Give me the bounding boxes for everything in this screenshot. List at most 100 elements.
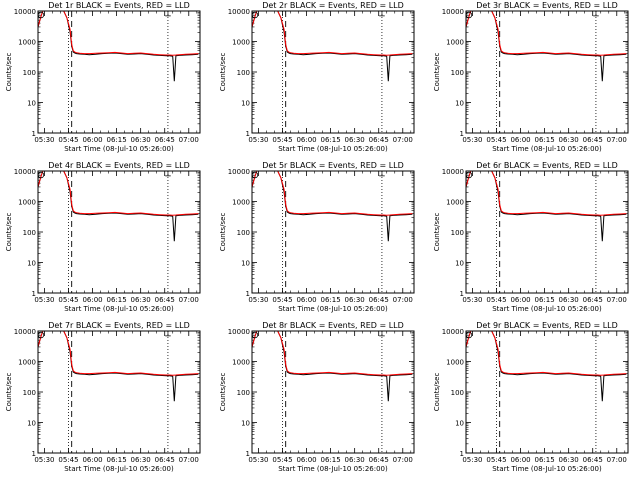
xtick-label: 06:00 xyxy=(82,456,102,464)
xtick-label: 06:45 xyxy=(155,136,175,144)
xtick-label: 07:00 xyxy=(393,136,413,144)
end-marker-glyph: ┴ xyxy=(378,170,385,182)
data-series xyxy=(466,11,627,82)
lld-series-line xyxy=(466,331,627,376)
ytick-label: 1 xyxy=(32,450,36,458)
panel-5: Det 5r BLACK = Events, RED = LLD 1 10 100 10… xyxy=(219,161,415,313)
lld-series-line xyxy=(38,171,199,216)
ytick-label: 10 xyxy=(241,420,250,428)
xtick-label: 07:00 xyxy=(393,456,413,464)
xtick-label: 06:30 xyxy=(345,136,365,144)
ytick-label: 10 xyxy=(27,260,36,268)
y-axis-label: Counts/sec xyxy=(219,53,227,92)
events-series-line xyxy=(38,11,199,82)
xtick-label: 06:15 xyxy=(321,296,341,304)
xtick-label: 06:00 xyxy=(510,136,530,144)
data-series xyxy=(252,331,413,402)
xtick-label: 07:00 xyxy=(179,456,199,464)
xtick-label: 06:45 xyxy=(369,136,389,144)
ytick-label: 10000 xyxy=(14,8,36,16)
xtick-label: 06:30 xyxy=(345,296,365,304)
ytick-label: 10 xyxy=(241,260,250,268)
xtick-label: 06:00 xyxy=(296,456,316,464)
xtick-label: 06:15 xyxy=(535,296,555,304)
xtick-label: 06:00 xyxy=(510,456,530,464)
xtick-label: 05:30 xyxy=(248,296,268,304)
ytick-label: 1 xyxy=(32,290,36,298)
end-marker-glyph: ┴ xyxy=(164,170,171,182)
data-series xyxy=(38,11,199,82)
xtick-label: 05:30 xyxy=(248,456,268,464)
xtick-label: 05:45 xyxy=(486,456,506,464)
lld-series-line xyxy=(252,171,413,216)
ytick-label: 1 xyxy=(32,130,36,138)
xtick-label: 05:45 xyxy=(272,136,292,144)
ytick-label: 1000 xyxy=(232,199,250,207)
x-axis-label: Start Time (08-Jul-10 05:26:00) xyxy=(278,305,388,313)
xtick-label: 06:00 xyxy=(296,136,316,144)
events-series-line xyxy=(38,331,199,402)
ytick-label: 10000 xyxy=(442,8,464,16)
y-axis-label: Counts/sec xyxy=(5,213,13,252)
xtick-label: 06:30 xyxy=(345,456,365,464)
ytick-label: 10000 xyxy=(442,168,464,176)
plot-frame xyxy=(37,330,201,454)
panel-title: Det 3r BLACK = Events, RED = LLD xyxy=(476,1,618,10)
xtick-label: 05:30 xyxy=(462,136,482,144)
xtick-label: 06:30 xyxy=(559,136,579,144)
x-axis-label: Start Time (08-Jul-10 05:26:00) xyxy=(64,145,174,153)
ytick-label: 1 xyxy=(246,130,250,138)
xtick-label: 06:45 xyxy=(583,456,603,464)
xtick-label: 07:00 xyxy=(393,296,413,304)
ytick-label: 10 xyxy=(455,420,464,428)
events-series-line xyxy=(466,331,627,402)
xtick-label: 06:00 xyxy=(82,296,102,304)
xtick-label: 05:30 xyxy=(34,296,54,304)
xtick-label: 05:30 xyxy=(462,296,482,304)
ytick-label: 1 xyxy=(460,290,464,298)
ytick-label: 1000 xyxy=(446,39,464,47)
end-marker-glyph: ┴ xyxy=(164,10,171,22)
x-axis-label: Start Time (08-Jul-10 05:26:00) xyxy=(64,465,174,473)
data-series xyxy=(466,171,627,242)
xtick-label: 06:15 xyxy=(107,296,127,304)
ytick-label: 100 xyxy=(237,389,250,397)
events-series-line xyxy=(466,11,627,82)
y-axis-label: Counts/sec xyxy=(219,213,227,252)
xtick-label: 06:30 xyxy=(131,456,151,464)
xtick-label: 06:00 xyxy=(82,136,102,144)
panel-title: Det 8r BLACK = Events, RED = LLD xyxy=(262,321,404,330)
xtick-label: 06:30 xyxy=(131,136,151,144)
xtick-label: 05:30 xyxy=(34,136,54,144)
events-series-line xyxy=(38,171,199,242)
x-axis-label: Start Time (08-Jul-10 05:26:00) xyxy=(492,305,602,313)
ytick-label: 100 xyxy=(23,389,36,397)
xtick-label: 07:00 xyxy=(607,456,627,464)
plot-frame xyxy=(465,330,629,454)
data-series xyxy=(252,11,413,82)
xtick-label: 06:15 xyxy=(535,136,555,144)
panel-9: Det 9r BLACK = Events, RED = LLD 1 10 100 10… xyxy=(433,321,629,473)
ytick-label: 100 xyxy=(237,69,250,77)
xtick-label: 06:00 xyxy=(296,296,316,304)
ytick-label: 10000 xyxy=(14,168,36,176)
xtick-label: 06:30 xyxy=(559,456,579,464)
panel-title: Det 7r BLACK = Events, RED = LLD xyxy=(48,321,190,330)
ytick-label: 10000 xyxy=(14,328,36,336)
plot-frame xyxy=(465,170,629,294)
plot-frame xyxy=(251,10,415,134)
xtick-label: 07:00 xyxy=(607,136,627,144)
xtick-label: 06:15 xyxy=(107,456,127,464)
xtick-label: 06:30 xyxy=(131,296,151,304)
xtick-label: 06:45 xyxy=(155,456,175,464)
data-series xyxy=(252,171,413,242)
plot-frame xyxy=(37,170,201,294)
y-axis-label: Counts/sec xyxy=(5,373,13,412)
end-marker-glyph: ┴ xyxy=(592,170,599,182)
end-marker-glyph: ┴ xyxy=(592,330,599,342)
ytick-label: 100 xyxy=(451,389,464,397)
events-series-line xyxy=(252,171,413,242)
y-axis-label: Counts/sec xyxy=(433,213,441,252)
